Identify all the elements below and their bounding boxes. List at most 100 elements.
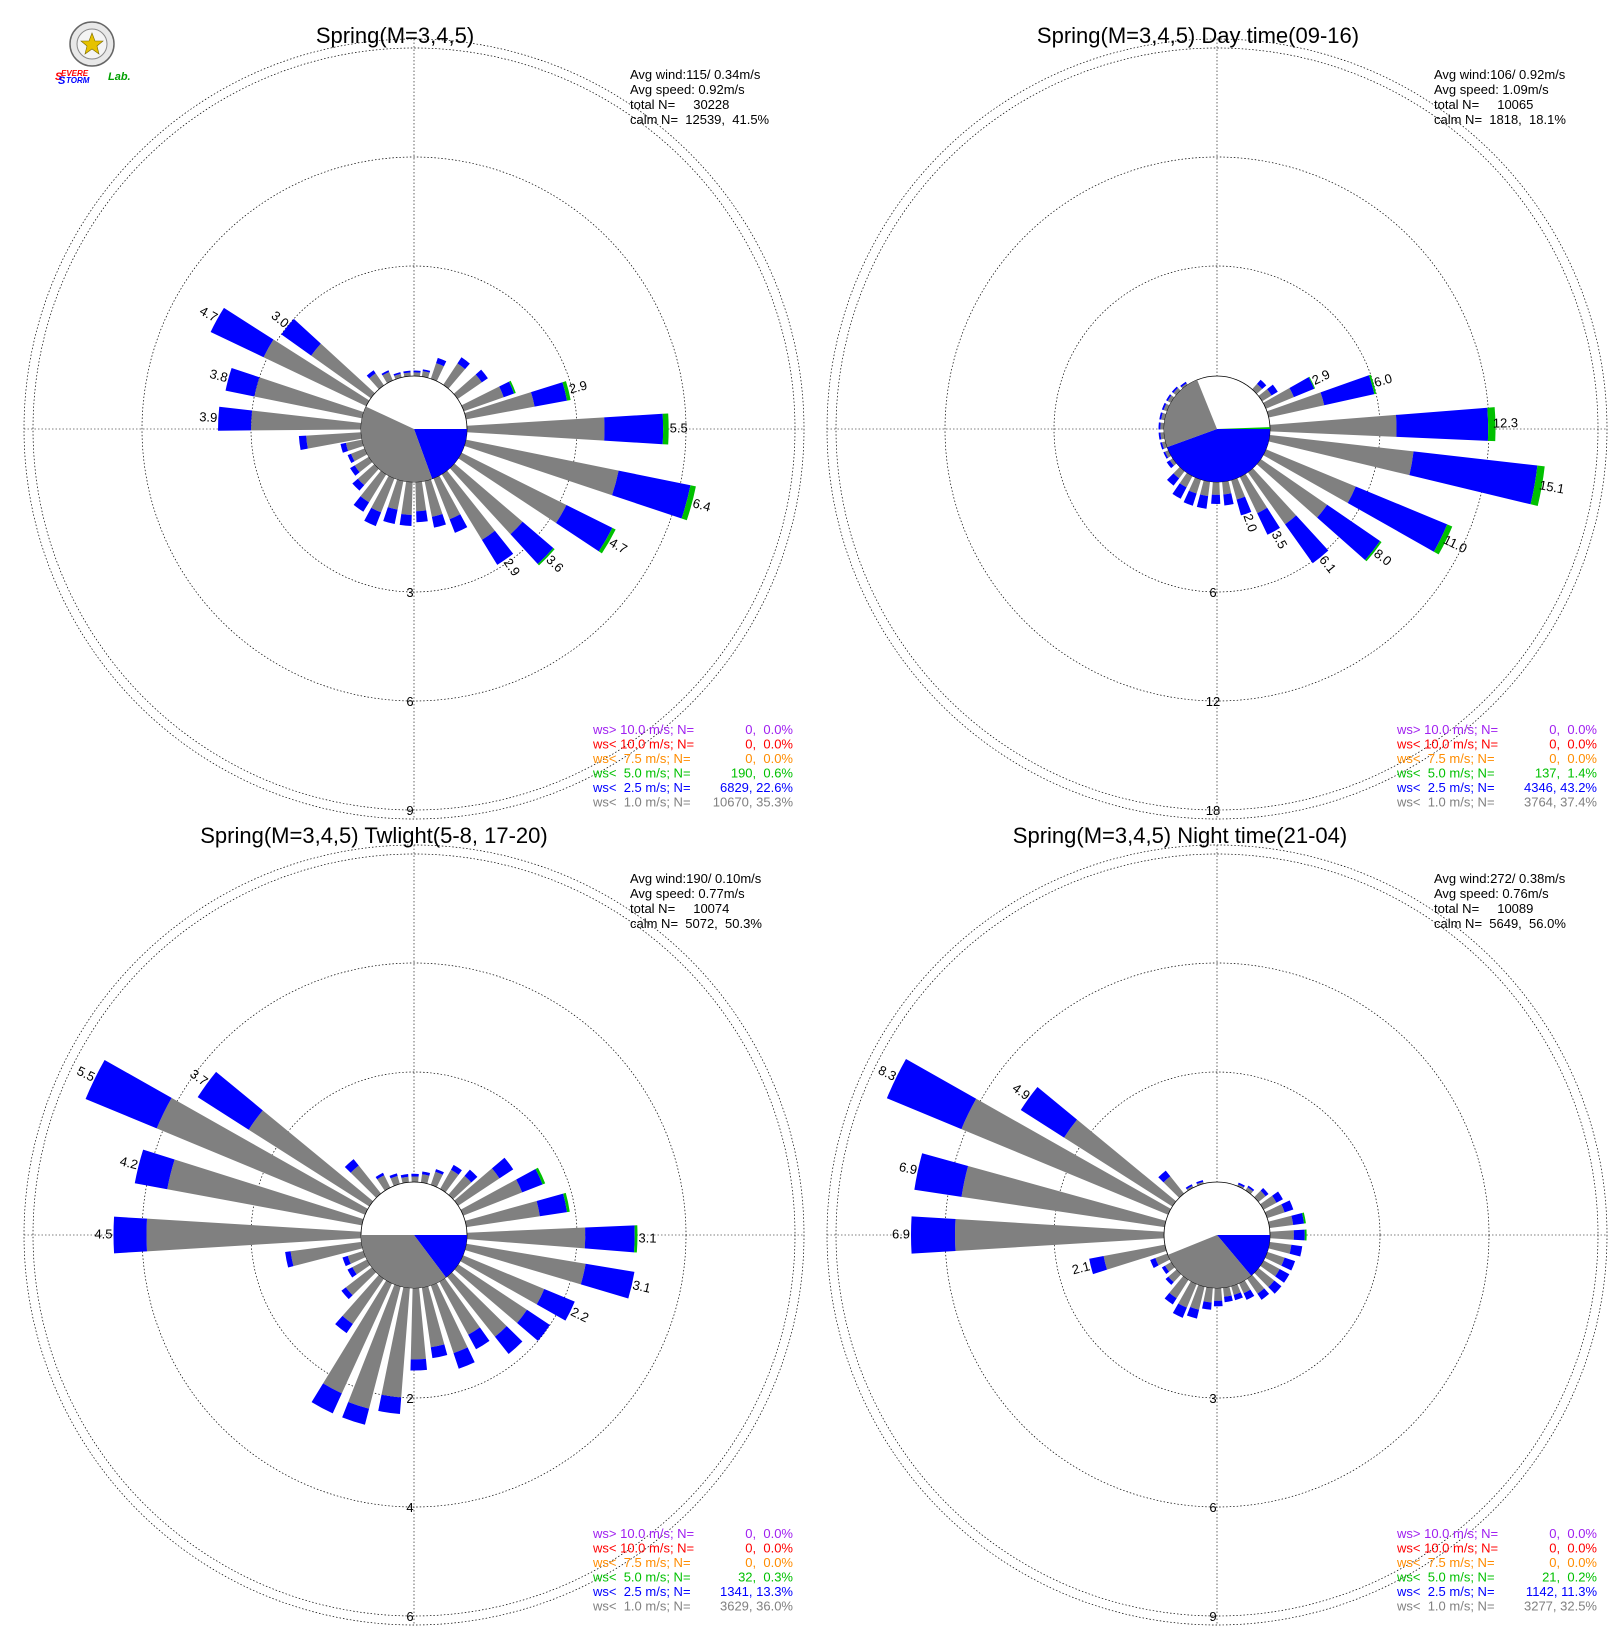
petal-120: 4.7 (458, 452, 630, 557)
petal-segment-ws-lt-2-5 (350, 465, 360, 476)
petal-segment-ws-lt-2-5 (1293, 1229, 1305, 1241)
petal-155 (433, 475, 468, 533)
petal-285: 3.8 (208, 366, 364, 419)
petal-343 (393, 372, 402, 380)
petal-segment-ws-lt-1 (1245, 1187, 1254, 1195)
petal-segment-ws-lt-1 (415, 481, 427, 512)
grid-ring-outer (23, 844, 805, 1626)
petal-segment-ws-lt-1 (1238, 1280, 1251, 1294)
petal-233 (1166, 458, 1177, 469)
petal-segment-ws-lt-2-5 (285, 1251, 294, 1268)
petal-segment-ws-lt-5 (1530, 465, 1545, 506)
petal-segment-ws-lt-1 (1163, 403, 1170, 412)
petal-116: 2.2 (460, 1255, 591, 1325)
legend-value-ws-lt-1: 3277, 32.5% (1520, 1599, 1597, 1614)
petal-segment-ws-lt-1 (306, 432, 362, 449)
petal-segment-ws-lt-1 (421, 1286, 445, 1348)
petal-segment-ws-lt-1 (433, 475, 461, 520)
petal-341 (389, 1173, 400, 1187)
petal-segment-ws-lt-1 (1196, 1181, 1204, 1186)
petal-segment-ws-lt-2-5 (389, 1173, 398, 1179)
petal-segment-ws-lt-1 (466, 417, 605, 441)
stats-line: calm N= 5072, 50.3% (630, 916, 762, 931)
petal-segment-ws-lt-1 (448, 1175, 472, 1200)
petal-44 (448, 1169, 478, 1200)
petal-segment-ws-lt-2-5 (517, 1309, 550, 1341)
petal-segment-ws-lt-5 (598, 527, 616, 554)
calm-sector-ws-lt-2-5 (414, 429, 467, 479)
petal-segment-ws-lt-2-5 (1268, 1280, 1282, 1294)
petal-273: 3.9 (199, 406, 362, 431)
legend-label-ws-lt-2-5: ws< 2.5 m/s; N= (1396, 780, 1495, 795)
petal-segment-ws-lt-2-5 (1289, 1244, 1303, 1257)
petal-58 (1260, 1191, 1283, 1210)
petal-22 (430, 1169, 444, 1188)
petal-90 (1269, 1229, 1307, 1241)
petal-296: 8.3 (876, 1059, 1171, 1215)
petal-263 (1158, 432, 1165, 440)
petal-78 (465, 1192, 570, 1228)
legend-label-ws-lt-2-5: ws< 2.5 m/s; N= (1396, 1584, 1495, 1599)
ring-tick-label: 9 (406, 803, 413, 818)
petal-segment-ws-lt-1 (1269, 414, 1397, 437)
petal-segment-ws-lt-1 (1168, 1269, 1182, 1283)
petal-segment-ws-lt-1 (1237, 1184, 1245, 1189)
petal-segment-ws-lt-1 (351, 448, 368, 462)
petal-342 (1196, 1180, 1204, 1186)
petal-segment-ws-lt-1 (1188, 477, 1202, 494)
petal-value-label: 2.2 (568, 1304, 591, 1325)
petal-270: 4.5 (94, 1216, 362, 1254)
petal-segment-ws-lt-2-5 (1257, 1288, 1270, 1300)
petal-segment-ws-lt-1 (357, 464, 379, 486)
petal-318 (1158, 1170, 1185, 1198)
stats-line: total N= 10065 (1434, 97, 1533, 112)
petal-segment-ws-lt-1 (420, 1174, 430, 1184)
petal-segment-ws-lt-2-5 (403, 370, 411, 374)
petal-segment-ws-lt-1 (1179, 472, 1193, 488)
petal-segment-ws-lt-5 (509, 380, 516, 394)
petal-65 (460, 1167, 546, 1216)
petal-segment-ws-lt-2-5 (352, 478, 365, 491)
petal-segment-ws-lt-2-5 (342, 1402, 370, 1425)
petal-segment-ws-lt-2-5 (400, 1174, 409, 1178)
petal-segment-ws-lt-2-5 (481, 530, 514, 565)
legend-value-ws-lt-7-5: 0, 0.0% (731, 751, 794, 766)
petal-segment-ws-lt-1 (1064, 1119, 1177, 1207)
petal-segment-ws-lt-2-5 (353, 496, 370, 512)
petal-segment-ws-lt-2-5 (1224, 1295, 1233, 1303)
legend-label-ws-lt-5: ws< 5.0 m/s; N= (1396, 1570, 1495, 1585)
legend-label-ws-lt-7-5: ws< 7.5 m/s; N= (592, 751, 691, 766)
petal-segment-ws-lt-1 (345, 439, 364, 452)
legend-label-ws-lt-10: ws< 10.0 m/s; N= (592, 1541, 694, 1556)
petal-55 (1258, 384, 1278, 402)
petal-segment-ws-lt-5 (1368, 374, 1377, 395)
petal-segment-ws-lt-5 (1433, 524, 1453, 555)
petal-segment-ws-lt-2-5 (450, 1164, 462, 1175)
petal-value-label: 8.3 (876, 1062, 899, 1083)
ring-tick-label: 3 (406, 585, 413, 600)
petal-306: 3.7 (187, 1066, 374, 1207)
ring-tick-label: 9 (1209, 1609, 1216, 1624)
petal-218 (335, 1274, 384, 1334)
petal-138 (446, 1272, 523, 1354)
legend-value-ws-lt-2-5: 1341, 13.3% (716, 1584, 793, 1599)
petal-segment-ws-lt-2-5 (914, 1153, 969, 1197)
calm-sector-ws-lt-1 (361, 406, 433, 482)
ring-tick-label: 18 (1206, 803, 1220, 818)
petal-segment-ws-lt-1 (410, 1287, 426, 1360)
petal-segment-ws-lt-5 (563, 1192, 570, 1213)
petal-segment-ws-lt-1 (1264, 1204, 1285, 1219)
petal-segment-ws-lt-2-5 (1166, 460, 1174, 469)
legend-value-ws-lt-1: 3764, 37.4% (1520, 795, 1597, 810)
stats-line: Avg wind:272/ 0.38m/s (1434, 871, 1566, 886)
petal-segment-ws-lt-1 (382, 371, 393, 384)
calm-sector-ws-lt-1 (361, 1235, 446, 1288)
petal-122 (1260, 1260, 1290, 1283)
petal-segment-ws-lt-5 (1308, 376, 1316, 389)
petal-segment-ws-lt-2-5 (1281, 1257, 1296, 1271)
ring-tick-label: 4 (406, 1500, 413, 1515)
stats-line: Avg wind:106/ 0.92m/s (1434, 67, 1566, 82)
petal-segment-ws-lt-1 (1155, 1253, 1170, 1266)
petal-89: 12.3 (1269, 407, 1518, 442)
petal-segment-ws-lt-2-5 (218, 406, 253, 431)
